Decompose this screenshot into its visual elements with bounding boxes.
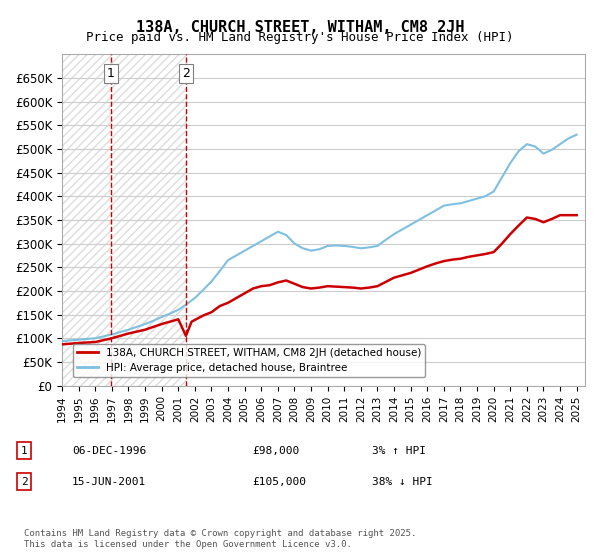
Text: £105,000: £105,000 [252, 477, 306, 487]
Text: 06-DEC-1996: 06-DEC-1996 [72, 446, 146, 456]
Text: 3% ↑ HPI: 3% ↑ HPI [372, 446, 426, 456]
Text: 138A, CHURCH STREET, WITHAM, CM8 2JH: 138A, CHURCH STREET, WITHAM, CM8 2JH [136, 20, 464, 35]
Text: 2: 2 [182, 67, 190, 80]
Text: Contains HM Land Registry data © Crown copyright and database right 2025.
This d: Contains HM Land Registry data © Crown c… [24, 529, 416, 549]
Text: £98,000: £98,000 [252, 446, 299, 456]
Text: Price paid vs. HM Land Registry's House Price Index (HPI): Price paid vs. HM Land Registry's House … [86, 31, 514, 44]
Text: 38% ↓ HPI: 38% ↓ HPI [372, 477, 433, 487]
Text: 15-JUN-2001: 15-JUN-2001 [72, 477, 146, 487]
Text: 1: 1 [20, 446, 28, 456]
Legend: 138A, CHURCH STREET, WITHAM, CM8 2JH (detached house), HPI: Average price, detac: 138A, CHURCH STREET, WITHAM, CM8 2JH (de… [73, 343, 425, 377]
Text: 2: 2 [20, 477, 28, 487]
Text: 1: 1 [107, 67, 115, 80]
